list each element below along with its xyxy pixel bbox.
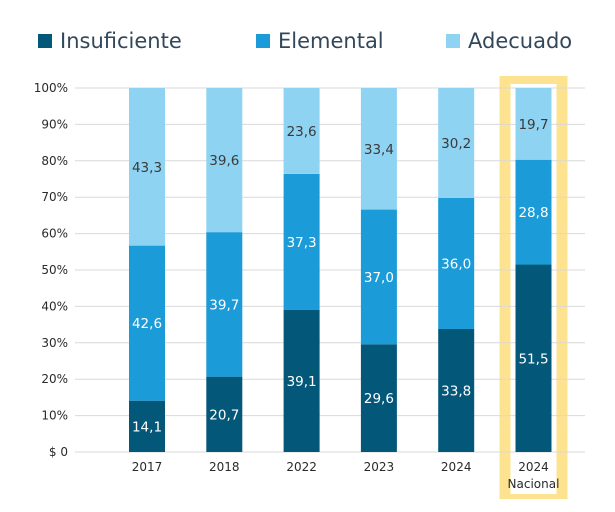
data-label-elemental-4: 36,0: [441, 256, 471, 272]
y-tick-label: 70%: [41, 190, 68, 204]
y-tick-label: 20%: [41, 372, 68, 386]
x-tick-label: 2017: [132, 460, 163, 474]
data-label-insuficiente-2: 39,1: [287, 374, 317, 390]
y-tick-label: $ 0: [49, 445, 68, 459]
legend-label-adecuado: Adecuado: [468, 29, 572, 53]
y-tick-label: 50%: [41, 263, 68, 277]
bar-insuficiente-0: [129, 400, 165, 452]
data-label-adecuado-4: 30,2: [441, 136, 471, 152]
data-label-adecuado-1: 39,6: [209, 153, 239, 169]
bar-insuficiente-5: [515, 264, 552, 452]
legend-swatch-adecuado: [446, 34, 460, 48]
bars: [129, 88, 552, 452]
bar-elemental-2: [283, 173, 320, 310]
bar-adecuado-1: [206, 88, 243, 233]
bar-adecuado-2: [283, 88, 320, 174]
legend-label-elemental: Elemental: [278, 29, 384, 53]
data-label-insuficiente-3: 29,6: [364, 391, 394, 407]
legend-label-insuficiente: Insuficiente: [60, 29, 182, 53]
x-axis-categories: 2017 2018 2022 2023 2024 2024 Nacional: [132, 460, 560, 491]
data-label-adecuado-0: 43,3: [132, 160, 162, 176]
data-label-adecuado-2: 23,6: [287, 124, 317, 140]
y-tick-label: 90%: [41, 117, 68, 131]
data-label-elemental-2: 37,3: [287, 235, 317, 251]
x-tick-label: 2024 Nacional: [508, 460, 560, 491]
data-label-insuficiente-1: 20,7: [209, 407, 239, 423]
data-label-insuficiente-4: 33,8: [441, 383, 471, 399]
legend-swatch-insuficiente: [38, 34, 52, 48]
bar-elemental-3: [360, 209, 397, 345]
bar-adecuado-0: [129, 88, 165, 246]
bar-insuficiente-2: [283, 309, 320, 452]
bar-insuficiente-1: [206, 376, 243, 452]
y-tick-label: 100%: [34, 81, 68, 95]
y-tick-label: 80%: [41, 154, 68, 168]
x-tick-label: 2018: [209, 460, 240, 474]
y-tick-label: 40%: [41, 299, 68, 313]
x-tick-label: 2023: [364, 460, 395, 474]
data-label-insuficiente-0: 14,1: [132, 419, 162, 435]
y-tick-label: 60%: [41, 227, 68, 241]
legend: Insuficiente Elemental Adecuado: [38, 29, 572, 53]
data-label-elemental-1: 39,7: [209, 297, 239, 313]
bar-elemental-0: [129, 245, 165, 401]
bar-adecuado-3: [360, 88, 397, 210]
data-label-adecuado-3: 33,4: [364, 142, 394, 158]
data-labels: 14,1 42,6 43,3 20,7 39,7 39,6 39,1 37,3 23,6 29,6…: [132, 117, 549, 435]
bar-insuficiente-4: [438, 328, 475, 452]
x-tick-label: 2022: [286, 460, 317, 474]
data-label-insuficiente-5: 51,5: [518, 351, 548, 367]
data-label-elemental-0: 42,6: [132, 316, 162, 332]
y-tick-label: 30%: [41, 336, 68, 350]
data-label-adecuado-5: 19,7: [518, 117, 548, 133]
bar-elemental-4: [438, 197, 475, 329]
y-tick-label: 10%: [41, 409, 68, 423]
bar-elemental-1: [206, 232, 243, 377]
bar-adecuado-5: [515, 88, 552, 160]
data-label-elemental-5: 28,8: [518, 205, 548, 221]
bar-elemental-5: [515, 159, 552, 265]
legend-swatch-elemental: [256, 34, 270, 48]
bar-adecuado-4: [438, 88, 475, 198]
data-label-elemental-3: 37,0: [364, 270, 394, 286]
x-tick-label: 2024: [441, 460, 472, 474]
bar-insuficiente-3: [360, 344, 397, 452]
y-axis-ticks: $ 0 10% 20% 30% 40% 50% 60% 70% 80% 90% 100%: [34, 81, 68, 459]
